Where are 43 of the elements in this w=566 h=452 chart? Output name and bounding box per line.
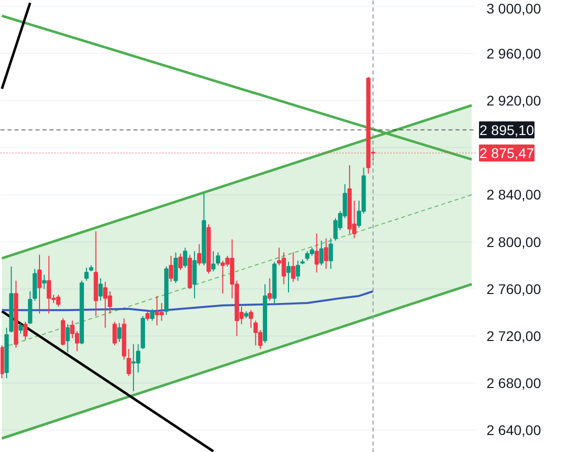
candlestick <box>18 322 23 334</box>
candlestick <box>145 310 150 322</box>
y-tick-label: 2 960,00 <box>486 45 542 62</box>
y-tick-label: 2 840,00 <box>486 186 542 203</box>
candlestick <box>84 267 89 282</box>
y-tick-label: 2 760,00 <box>486 280 542 297</box>
candlestick <box>23 321 28 340</box>
candlestick <box>286 261 291 293</box>
candlestick <box>150 308 154 322</box>
ref-line-label: 2 895,10 <box>480 122 534 138</box>
candlestick <box>248 310 254 328</box>
y-tick-label: 3 000,00 <box>486 0 542 16</box>
candlestick <box>46 255 52 314</box>
candlestick <box>296 260 300 282</box>
candlestick <box>37 254 42 314</box>
candlestick <box>42 274 46 290</box>
candlestick <box>66 324 70 353</box>
candlestick <box>117 322 122 342</box>
candlestick <box>60 318 66 346</box>
candlestick <box>126 348 131 376</box>
ref-line-label: 2 875,47 <box>480 144 534 161</box>
candlestick <box>216 252 220 266</box>
candlestick <box>319 240 324 266</box>
candlestick <box>268 278 272 302</box>
y-tick-label: 2 680,00 <box>486 375 542 392</box>
y-tick-label: 2 920,00 <box>486 92 542 109</box>
candlestick <box>324 238 328 270</box>
candlestick <box>178 253 183 271</box>
y-tick-label: 2 640,00 <box>486 422 542 438</box>
candlestick <box>183 247 188 268</box>
candlestick <box>291 252 296 282</box>
candlestick <box>192 250 197 299</box>
candlestick <box>174 252 178 284</box>
candlestick <box>112 321 117 346</box>
candlestick <box>98 278 103 302</box>
candlestick <box>197 244 202 266</box>
candlestick <box>211 250 216 272</box>
candlestick <box>168 255 174 282</box>
candlestick <box>28 290 32 325</box>
y-tick-label: 2 720,00 <box>486 328 542 344</box>
candlestick <box>328 238 333 270</box>
y-tick-label: 2 800,00 <box>486 234 542 250</box>
candlestick <box>314 233 319 273</box>
